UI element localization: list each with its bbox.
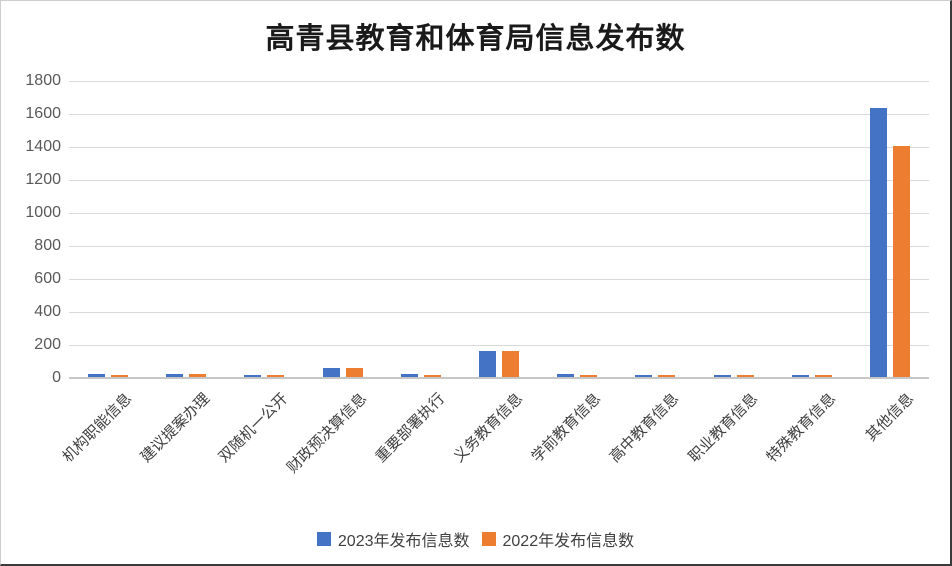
bar-2022 [892,146,910,377]
bar-2022 [111,375,129,377]
x-axis-label: 高中教育信息 [606,390,683,466]
y-axis-label: 200 [34,336,61,353]
x-axis-line [69,377,929,379]
legend-label-2023: 2023年发布信息数 [337,533,470,550]
y-axis-label: 1000 [25,204,61,221]
bar-2023 [88,374,106,377]
y-axis-label: 1600 [25,105,61,122]
gridline [69,213,929,214]
bar-2022 [502,351,519,377]
gridline [69,345,929,346]
x-axis-label: 财政预决算信息 [283,390,370,477]
bar-2023 [322,368,340,377]
y-axis-label: 1400 [25,138,61,155]
bar-2022 [736,375,754,377]
y-axis-label: 0 [52,369,61,386]
x-axis-label: 特殊教育信息 [763,390,839,466]
legend-item-2022: 2022年发布信息数 [481,527,635,551]
x-axis-label: 机构职能信息 [59,390,136,466]
legend-item-2023: 2023年发布信息数 [316,527,470,551]
legend-swatch-2022 [481,532,496,546]
gridline [69,246,929,247]
gridline [69,312,929,313]
gridline [69,180,929,181]
gridline [69,279,929,280]
x-axis-label: 双随机一公开 [215,390,292,466]
bar-2023 [244,375,262,377]
y-axis-label: 1800 [25,72,61,89]
bar-2023 [869,108,887,377]
y-axis-label: 600 [34,270,61,287]
bar-2022 [814,375,832,377]
legend-label-2022: 2022年发布信息数 [502,533,635,550]
bar-2022 [580,375,598,377]
x-axis-label: 职业教育信息 [685,390,761,466]
x-axis-label: 重要部署执行 [372,390,448,466]
bar-2023 [791,375,809,377]
y-axis-label: 400 [34,303,61,320]
legend-swatch-2023 [316,532,331,546]
y-axis-label: 1200 [25,171,61,188]
bar-2022 [423,375,441,377]
y-axis-label: 800 [34,237,61,254]
bar-2022 [189,374,207,377]
bar-2022 [345,368,363,377]
bar-2023 [400,374,418,377]
bar-2022 [658,375,676,377]
x-axis-label: 学前教育信息 [528,390,605,466]
bar-2023 [635,375,653,377]
bar-2023 [713,375,731,377]
gridline [69,147,929,148]
x-axis-label: 建议提案办理 [137,390,214,466]
gridline [69,114,929,115]
legend: 2023年发布信息数 2022年发布信息数 [1,527,950,551]
bar-2023 [166,374,184,377]
chart-title: 高青县教育和体育局信息发布数 [265,23,686,55]
bar-2022 [267,375,285,377]
gridline [69,81,929,82]
bar-2023 [557,374,575,377]
bar-2023 [479,351,496,377]
x-axis-label: 其他信息 [862,390,918,445]
x-axis-label: 义务教育信息 [450,390,527,466]
